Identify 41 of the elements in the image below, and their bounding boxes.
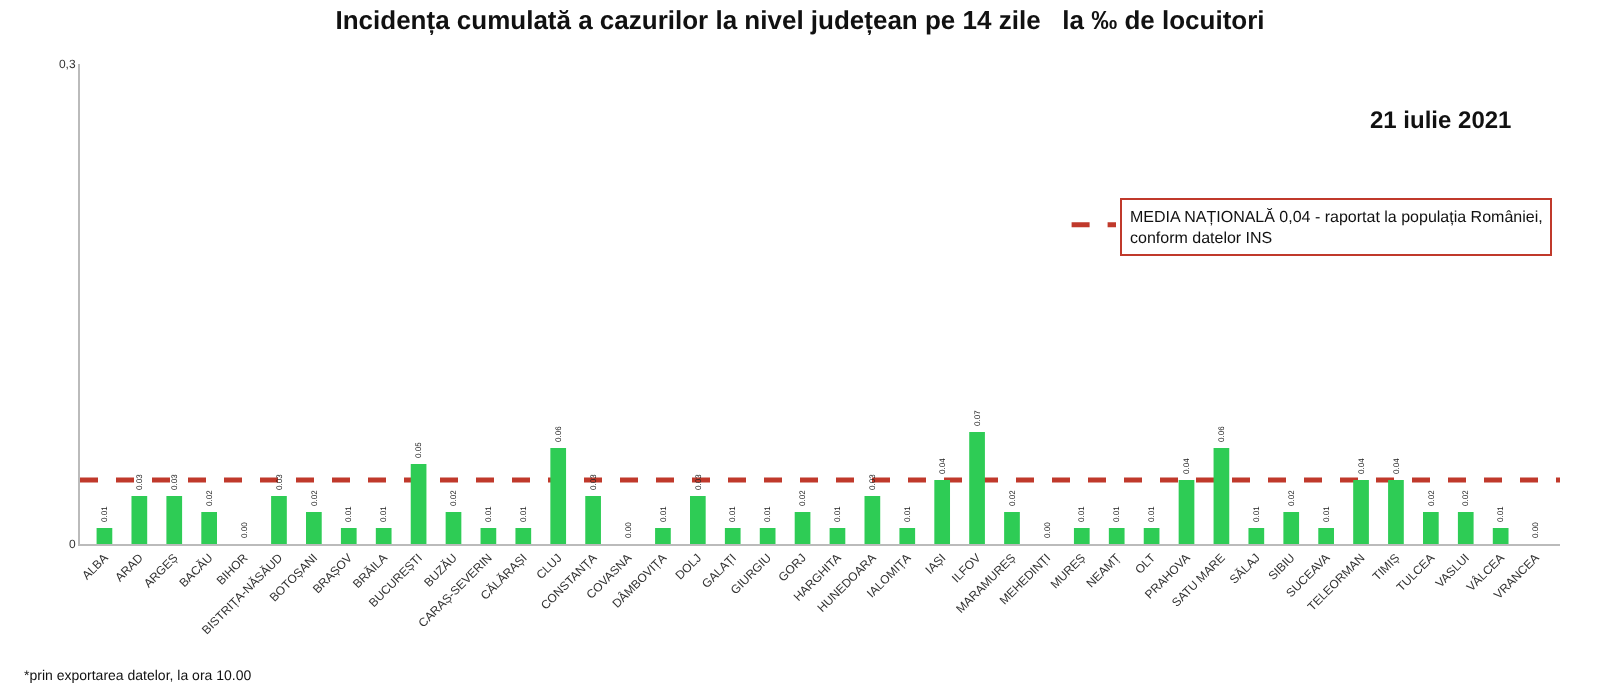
bar: [1248, 528, 1265, 544]
chart-title: Incidența cumulată a cazurilor la nivel județean pe 14 zile la ‰ de locuitori: [335, 4, 1265, 37]
bar: [166, 496, 183, 544]
bar: [1492, 528, 1509, 544]
legend-label: MEDIA NAȚIONALĂ 0,04 - raportat la populația României, conform datelor INS: [1130, 208, 1543, 247]
bar: [724, 528, 741, 544]
bar: [306, 512, 322, 544]
bar: [550, 448, 567, 544]
bar: [655, 528, 671, 544]
bar: [131, 496, 148, 544]
bar: [794, 512, 811, 544]
bar: [1178, 480, 1195, 544]
bar: [1388, 480, 1404, 544]
bar: [1004, 512, 1020, 544]
bar: [585, 496, 601, 544]
bar: [515, 528, 532, 544]
bar: [271, 496, 287, 544]
bar: [829, 528, 846, 544]
bar: [1283, 512, 1300, 544]
bar: [375, 528, 392, 544]
bar: [96, 528, 113, 544]
bar: [1353, 480, 1369, 544]
bar: [1108, 528, 1125, 544]
bar: [759, 528, 776, 544]
bar: [1423, 512, 1439, 544]
bar: [899, 528, 916, 544]
bar: [480, 528, 497, 544]
bar: [934, 480, 951, 544]
bar: [689, 496, 706, 544]
bar: [1143, 528, 1160, 544]
bar: [969, 432, 985, 544]
bar: [864, 496, 881, 544]
bar: [1213, 448, 1230, 544]
bar: [1457, 512, 1474, 544]
bar: [1073, 528, 1090, 544]
bar: [445, 512, 462, 544]
annotation: 21 iulie 2021: [1370, 106, 1513, 134]
bar: [340, 528, 357, 544]
bar: [410, 464, 427, 544]
bar: [1318, 528, 1334, 544]
bar: [201, 512, 217, 544]
